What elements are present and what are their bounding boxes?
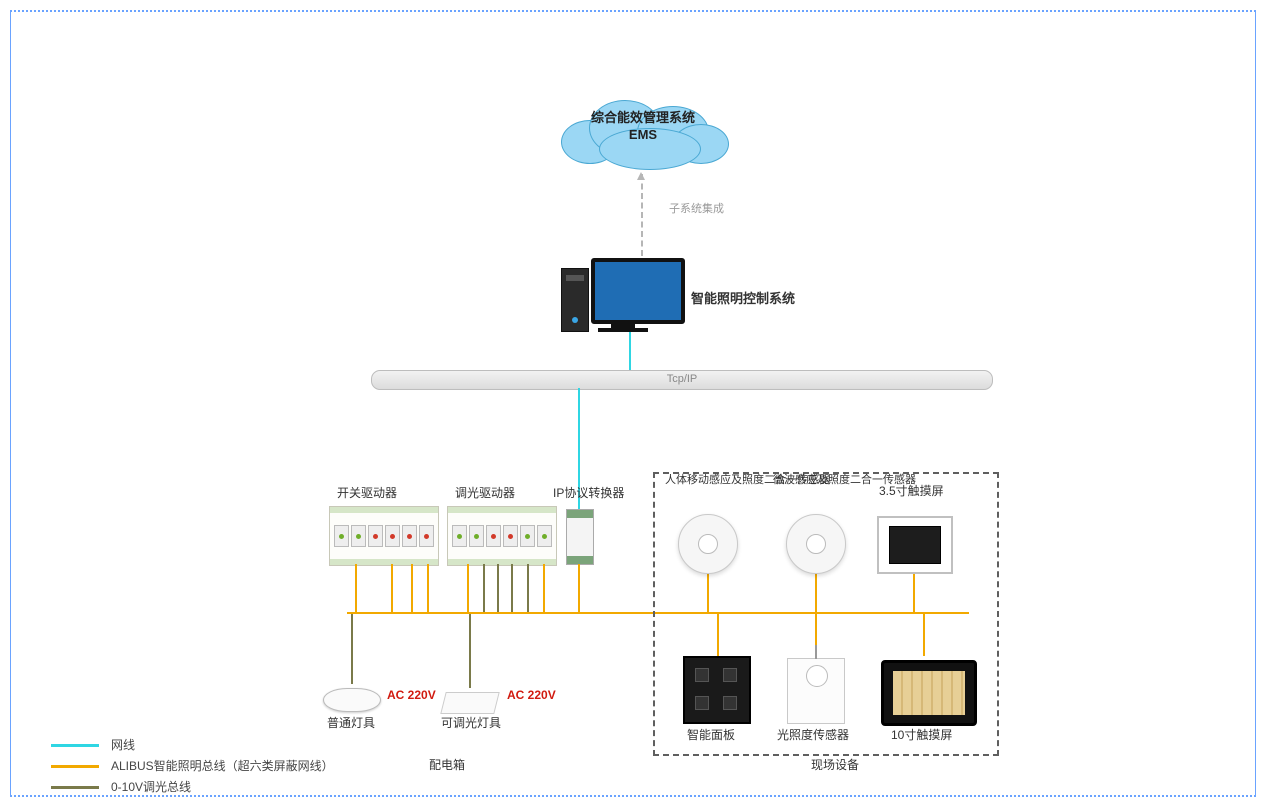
- tcpip-bus: Tcp/IP: [371, 370, 993, 390]
- dimmer-drop-olive-1: [497, 564, 499, 612]
- ip-converter-label: IP协议转换器: [553, 484, 624, 501]
- lux-sensor-icon: [787, 658, 845, 724]
- legend-row-net: 网线: [51, 736, 334, 753]
- dimmer-drop-olive-0: [483, 564, 485, 612]
- legend: 网线 ALIBUS智能照明总线（超六类屏蔽网线） 0-10V调光总线: [51, 732, 334, 799]
- screen35-label: 3.5寸触摸屏: [879, 482, 944, 499]
- smart-panel-icon: [683, 656, 751, 724]
- pir-sensor-icon: [678, 514, 738, 574]
- pc-monitor-icon: [591, 258, 685, 324]
- plain-lamp-icon: [323, 688, 381, 712]
- pir-sensor-label: 人体移动感应及照度二合一传感器: [665, 474, 761, 487]
- dimmer-driver-icon: [447, 506, 557, 566]
- dimmer-drop-olive-2: [511, 564, 513, 612]
- smart-panel-label: 智能面板: [687, 726, 735, 743]
- legend-text-alibus: ALIBUS智能照明总线（超六类屏蔽网线）: [111, 759, 334, 773]
- converter-drop: [578, 564, 580, 612]
- edge-to-dim-lamp: [469, 614, 471, 688]
- plain-lamp-label: 普通灯具: [327, 714, 375, 731]
- edge-cloud-to-pc: [641, 174, 643, 256]
- tablet10-label: 10寸触摸屏: [891, 726, 952, 743]
- cloud-title-2: EMS: [553, 127, 733, 144]
- microwave-sensor-icon: [786, 514, 846, 574]
- monitor-base-icon: [598, 328, 648, 332]
- diagram-frame: 综合能效管理系统 EMS 子系统集成 智能照明控制系统 Tcp/IP 开关驱动器…: [10, 10, 1256, 797]
- screen35-icon: [877, 516, 953, 574]
- legend-row-alibus: ALIBUS智能照明总线（超六类屏蔽网线）: [51, 757, 334, 774]
- switch-drop-1: [391, 564, 393, 612]
- legend-text-net: 网线: [111, 738, 135, 752]
- field-devices-label: 现场设备: [811, 756, 859, 773]
- distribution-box-label: 配电箱: [429, 756, 465, 773]
- tablet10-icon: [881, 660, 977, 726]
- legend-row-010v: 0-10V调光总线: [51, 778, 334, 795]
- subsystem-integration-label: 子系统集成: [669, 200, 724, 216]
- switch-drop-2: [411, 564, 413, 612]
- pc-system-label: 智能照明控制系统: [691, 288, 795, 307]
- cloud-node: 综合能效管理系统 EMS: [553, 82, 733, 172]
- ip-converter-icon: [566, 509, 594, 565]
- dimmer-drop-orange-0: [467, 564, 469, 612]
- switch-drop-3: [427, 564, 429, 612]
- dimmer-drop-orange-1: [543, 564, 545, 612]
- plain-lamp-voltage: AC 220V: [387, 688, 436, 702]
- cloud-title-1: 综合能效管理系统: [553, 110, 733, 127]
- switch-driver-label: 开关驱动器: [337, 484, 397, 501]
- switch-driver-icon: [329, 506, 439, 566]
- switch-drop-0: [355, 564, 357, 612]
- dimmable-lamp-voltage: AC 220V: [507, 688, 556, 702]
- bus-label: Tcp/IP: [372, 373, 992, 385]
- dimmable-lamp-icon: [440, 692, 499, 714]
- legend-text-010v: 0-10V调光总线: [111, 780, 191, 794]
- arrowhead-icon: [637, 172, 645, 180]
- edge-pc-to-bus: [629, 332, 631, 370]
- microwave-sensor-label: 微波感应及照度二合一传感器: [773, 474, 869, 487]
- dimmer-drop-olive-3: [527, 564, 529, 612]
- lux-sensor-label: 光照度传感器: [777, 726, 849, 743]
- dimmable-lamp-label: 可调光灯具: [441, 714, 501, 731]
- dimmer-driver-label: 调光驱动器: [455, 484, 515, 501]
- edge-to-plain-lamp: [351, 614, 353, 684]
- pc-tower-icon: [561, 268, 589, 332]
